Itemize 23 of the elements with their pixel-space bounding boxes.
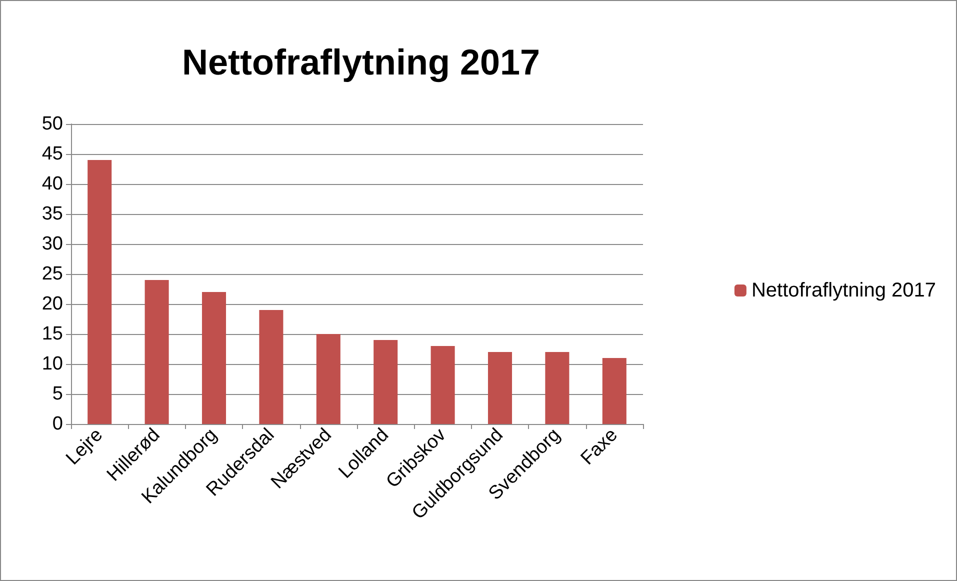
legend-label: Nettofraflytning 2017 [751, 280, 936, 302]
bar [488, 352, 512, 424]
y-tick-label: 50 [42, 114, 63, 134]
bar [144, 280, 169, 424]
y-tick-label: 10 [42, 354, 63, 374]
y-tick-label: 15 [42, 324, 63, 344]
bar [316, 334, 340, 424]
bar [430, 346, 455, 424]
y-tick-label: 45 [42, 144, 63, 164]
chart-title: Nettofraflytning 2017 [182, 42, 540, 82]
y-tick-label: 0 [52, 414, 63, 434]
bar [259, 310, 284, 424]
y-tick-label: 30 [42, 234, 63, 254]
y-tick-label: 40 [42, 174, 63, 194]
y-tick-label: 5 [52, 384, 63, 404]
bar [88, 160, 112, 424]
bar [545, 352, 570, 424]
bar [374, 340, 398, 424]
y-tick-label: 20 [42, 294, 63, 314]
bar [202, 292, 226, 424]
y-tick-label: 35 [42, 204, 63, 224]
bar [602, 358, 626, 424]
y-tick-label: 25 [42, 264, 63, 284]
